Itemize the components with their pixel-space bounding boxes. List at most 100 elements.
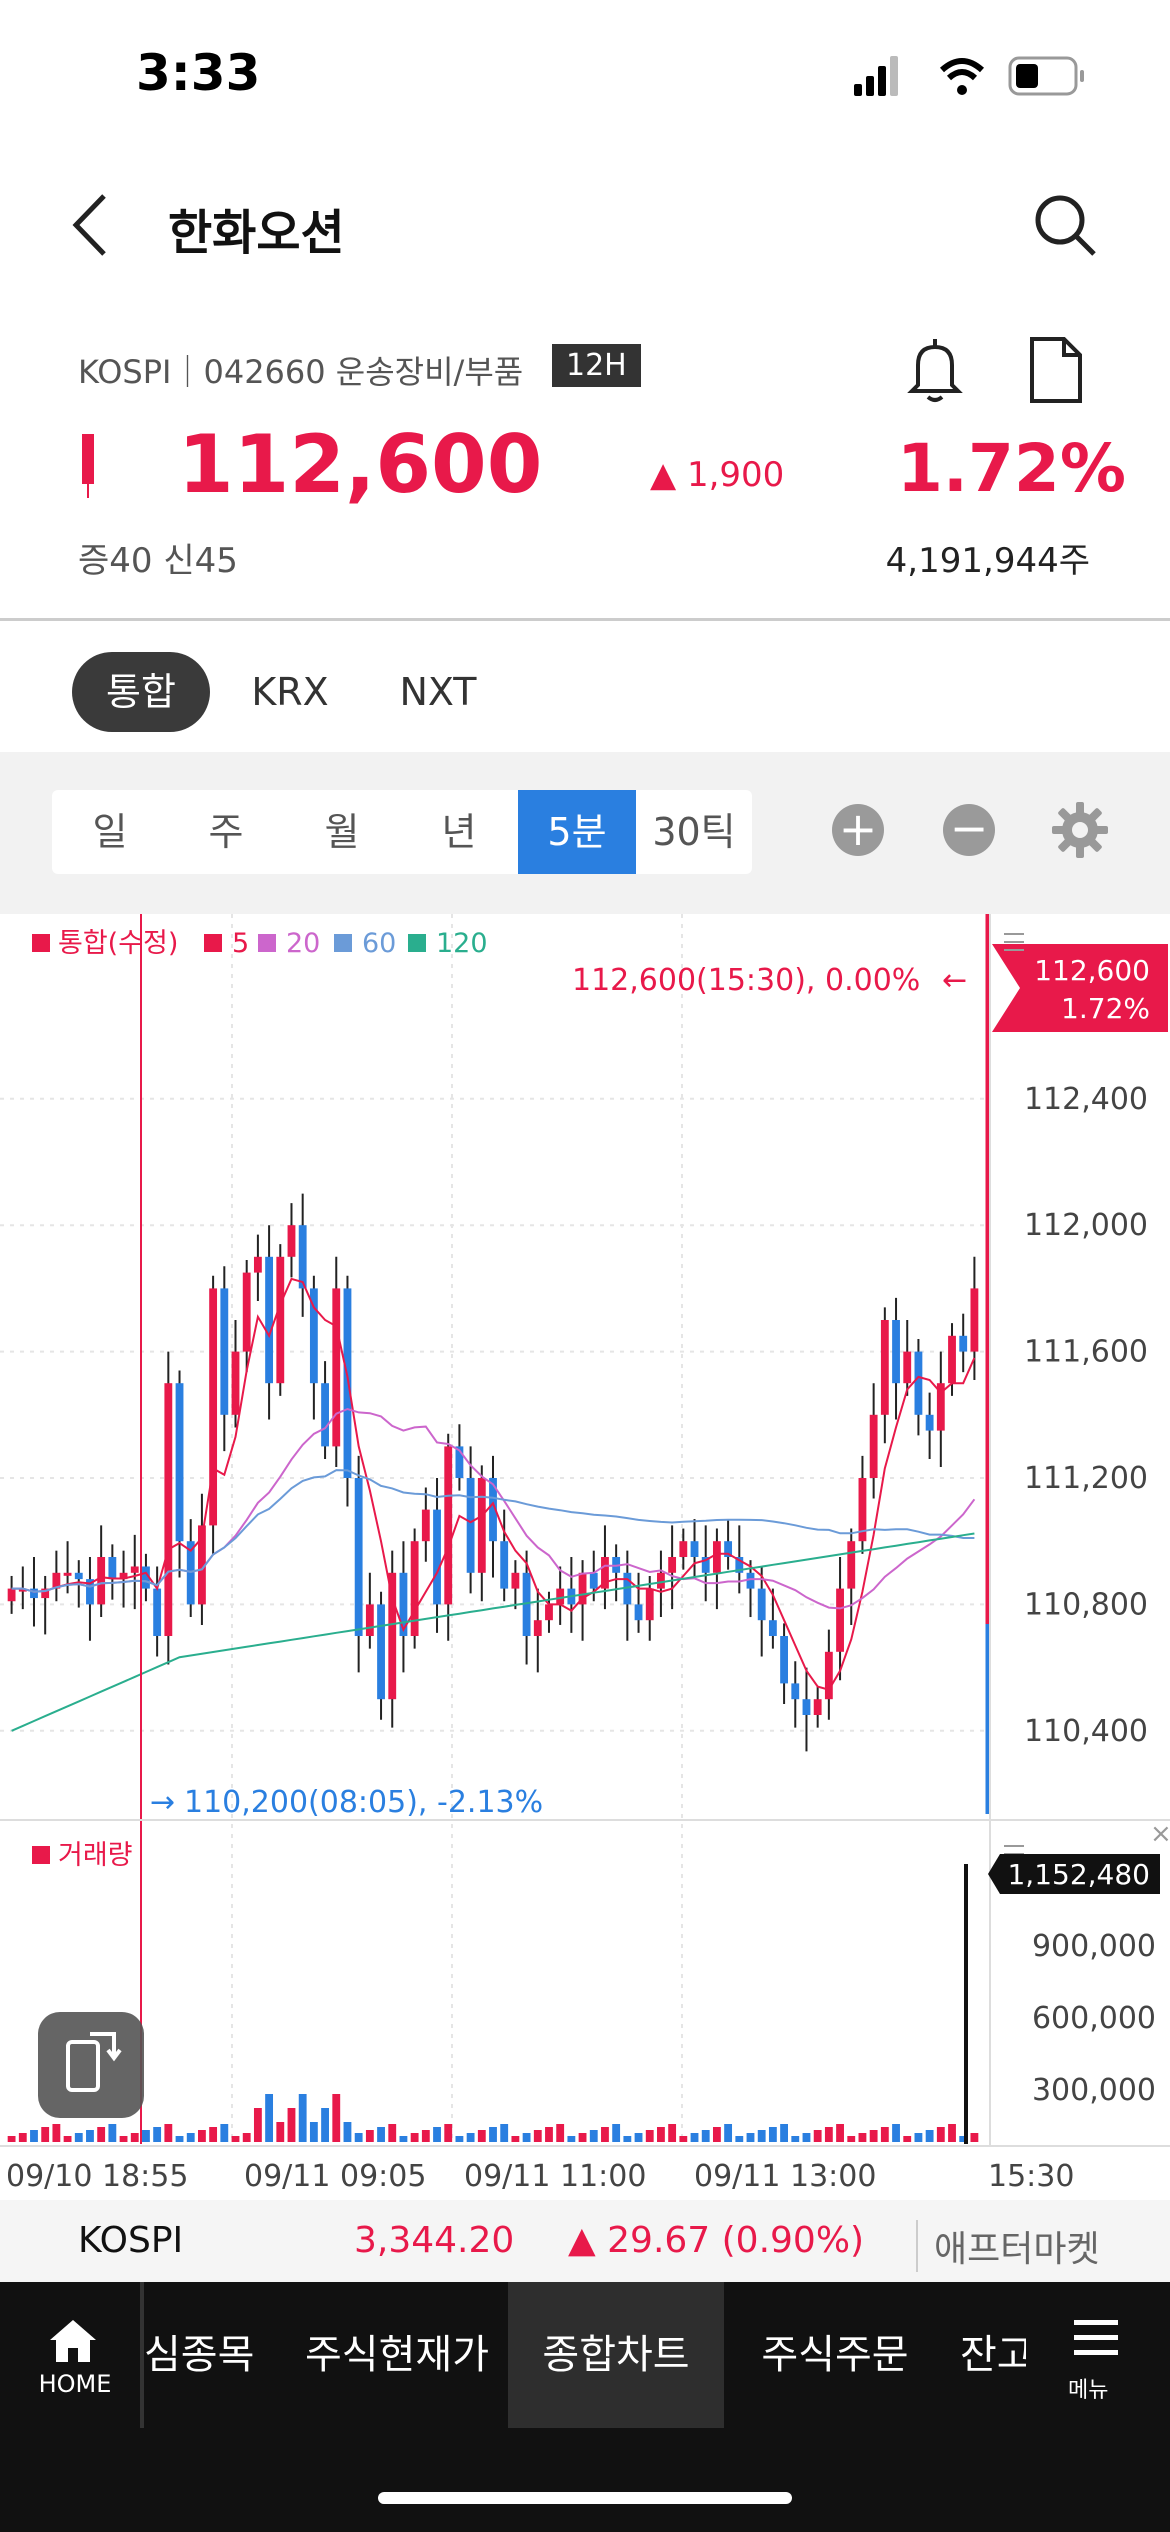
zoom-in-button[interactable]: + [832, 804, 884, 856]
credit-info: 증40 신45 [78, 541, 238, 581]
volume-bar [86, 2130, 94, 2142]
y-axis-labels: 112,400 112,000 111,600 111,200 110,800 110,4… [1024, 1082, 1148, 1749]
low-annotation-arrow: → [150, 1785, 175, 1820]
nav-chart[interactable]: 종합차트 [542, 2332, 690, 2378]
volume-bar [903, 2136, 912, 2142]
period-tab-month[interactable]: 월 [324, 810, 360, 854]
candle [869, 1414, 878, 1478]
candle [690, 1541, 699, 1557]
nav-balance[interactable]: 잔고 [960, 2332, 1026, 2378]
high-annotation: 112,600(15:30), 0.00% [572, 963, 920, 998]
nav-home-label[interactable]: HOME [38, 2370, 112, 2398]
volume-bar [556, 2124, 565, 2142]
candle [578, 1572, 587, 1605]
candle [903, 1351, 912, 1384]
candle [321, 1383, 329, 1447]
volume-bar [567, 2136, 576, 2142]
volume-bar [477, 2130, 486, 2142]
candle [444, 1446, 453, 1605]
legend-ma120: 120 [436, 928, 488, 959]
y-tick-label: 112,000 [1024, 1208, 1148, 1243]
rotate-screen-button[interactable] [38, 2012, 144, 2118]
candle [142, 1566, 150, 1589]
nav-stock-quote[interactable]: 주식현재가 [305, 2332, 489, 2378]
volume-bar [701, 2130, 710, 2142]
period-tab-week[interactable]: 주 [208, 810, 244, 854]
candle [410, 1541, 419, 1636]
candlestick-chart[interactable]: 통합(수정) 5 20 60 120 112,600(15:30), 0.00%… [0, 914, 1170, 2194]
candle [757, 1588, 766, 1621]
candle [824, 1651, 833, 1700]
volume-bar [813, 2130, 822, 2142]
menu-icon[interactable] [1074, 2318, 1118, 2358]
nav-menu-label[interactable]: 메뉴 [1068, 2378, 1109, 2403]
moving-average-lines [11, 1277, 976, 1732]
price-candle-icon [82, 434, 94, 498]
search-icon[interactable] [1030, 190, 1100, 260]
candle [634, 1604, 643, 1621]
volume-bar [332, 2094, 341, 2142]
market-ticker[interactable] [0, 2200, 1170, 2282]
period-tab-year[interactable]: 년 [441, 810, 477, 854]
zoom-out-button[interactable]: − [943, 804, 995, 856]
candle [791, 1683, 800, 1700]
volume-bar [119, 2136, 128, 2142]
candle [768, 1620, 777, 1636]
nav-order[interactable]: 주식주문 [761, 2332, 909, 2378]
volume-bar [354, 2133, 363, 2142]
home-icon[interactable] [46, 2316, 100, 2364]
candle [354, 1478, 363, 1636]
volume-bar [52, 2124, 61, 2142]
period-tab-30tick[interactable]: 30틱 [652, 810, 736, 854]
bell-icon[interactable] [900, 335, 970, 405]
candle [500, 1541, 509, 1589]
volume-bar [97, 2127, 106, 2142]
volume-bar [780, 2124, 788, 2142]
candle [679, 1541, 688, 1557]
volume-bar [500, 2124, 509, 2142]
volume-bar [198, 2130, 206, 2142]
volume-bar [433, 2127, 441, 2142]
nav-watchlist[interactable]: 심종목 [144, 2332, 255, 2378]
legend-ma60: 60 [362, 928, 396, 959]
candle [153, 1588, 162, 1636]
candle [522, 1572, 531, 1636]
volume-bar [444, 2124, 453, 2142]
status-time: 3:33 [136, 44, 261, 102]
candle [52, 1572, 61, 1589]
candle [601, 1557, 609, 1589]
volume-bar [724, 2124, 733, 2142]
battery-icon [1008, 56, 1084, 96]
candle [466, 1478, 475, 1573]
volume-bar [63, 2136, 72, 2142]
volume-bar [321, 2108, 329, 2142]
candle [936, 1383, 945, 1431]
tab-krx[interactable]: KRX [251, 670, 329, 714]
volume-bar [153, 2127, 162, 2142]
candle [948, 1335, 956, 1384]
volume-bar [657, 2127, 665, 2142]
volume-bar [847, 2136, 856, 2142]
gear-icon[interactable] [1050, 800, 1110, 860]
candle [399, 1572, 408, 1636]
candle [925, 1414, 934, 1431]
y-tick-label: 112,400 [1024, 1082, 1148, 1117]
candle [533, 1620, 542, 1636]
volume-bar [634, 2133, 643, 2142]
candle [86, 1579, 94, 1605]
signal-icon [854, 56, 898, 96]
tab-nxt[interactable]: NXT [399, 670, 477, 714]
document-icon[interactable] [1020, 335, 1090, 405]
volume-bar [959, 2136, 968, 2142]
back-icon[interactable] [60, 190, 120, 260]
candle [735, 1557, 744, 1573]
chart-legend: 통합(수정) 5 20 60 120 [32, 928, 488, 959]
period-tab-day[interactable]: 일 [92, 810, 128, 854]
candle [645, 1588, 654, 1621]
market-info: KOSPI｜042660 운송장비/부품 [78, 353, 524, 391]
volume-bar [824, 2127, 833, 2142]
ticker-name: KOSPI [78, 2220, 184, 2261]
volume-bar [679, 2136, 688, 2142]
tab-integrated[interactable]: 통합 [72, 652, 210, 732]
period-tab-5min[interactable]: 5분 [518, 790, 636, 874]
